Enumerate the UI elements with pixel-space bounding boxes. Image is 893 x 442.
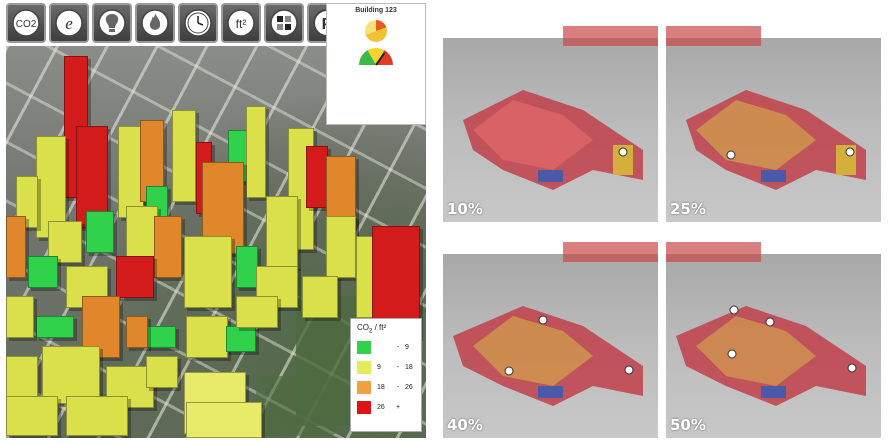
simulation-city-render — [666, 242, 866, 406]
building[interactable] — [246, 106, 266, 198]
energy-e-icon: e — [55, 9, 83, 37]
building[interactable] — [226, 326, 256, 352]
co2-legend: CO2 / ft² - 9 9 - 18 18 - 26 26 + — [350, 318, 422, 432]
simulation-label: 25% — [670, 200, 706, 218]
clock-button[interactable] — [178, 3, 218, 43]
building-info-panel: Building 123 — [326, 3, 426, 125]
simulation-panel-25[interactable]: 25% — [666, 20, 881, 222]
building[interactable] — [236, 296, 278, 328]
building[interactable] — [326, 216, 356, 278]
building[interactable] — [186, 402, 262, 438]
legend-row: 26 + — [357, 401, 415, 415]
svg-text:e: e — [65, 14, 73, 33]
lightbulb-icon — [98, 9, 126, 37]
energy-e-button[interactable]: e — [49, 3, 89, 43]
legend-swatch — [357, 341, 371, 355]
building[interactable] — [126, 206, 158, 258]
park-area — [256, 376, 336, 436]
building[interactable] — [6, 296, 34, 338]
tool-bar: CO2 e ft² — [6, 3, 347, 43]
building[interactable] — [116, 256, 154, 298]
legend-swatch — [357, 381, 371, 395]
building[interactable] — [86, 211, 114, 253]
simulation-label: 40% — [447, 416, 483, 434]
simulation-panel-10[interactable]: 10% — [443, 20, 658, 222]
co2-button[interactable]: CO2 — [6, 3, 46, 43]
building[interactable] — [186, 316, 228, 358]
performance-gauge — [359, 48, 393, 66]
simulation-city-render — [463, 26, 658, 190]
co2-icon: CO2 — [12, 9, 40, 37]
legend-row: 9 - 18 — [357, 361, 415, 375]
gauge-needle — [375, 52, 386, 66]
building[interactable] — [146, 356, 178, 388]
square-feet-button[interactable]: ft² — [221, 3, 261, 43]
legend-row: - 9 — [357, 341, 415, 355]
building[interactable] — [302, 276, 338, 318]
building[interactable] — [6, 356, 38, 398]
energy-pie-chart — [365, 20, 387, 42]
square-feet-icon: ft² — [227, 9, 255, 37]
building[interactable] — [306, 146, 328, 208]
simulation-city-render — [666, 26, 866, 190]
simulation-panel-40[interactable]: 40% — [443, 236, 658, 438]
building[interactable] — [154, 216, 182, 278]
flame-button[interactable] — [135, 3, 175, 43]
legend-swatch — [357, 401, 371, 415]
building[interactable] — [36, 316, 74, 338]
building[interactable] — [172, 110, 196, 202]
grid-button[interactable] — [264, 3, 304, 43]
simulation-panel-50[interactable]: 50% — [666, 236, 881, 438]
building[interactable] — [126, 316, 148, 348]
building[interactable] — [6, 396, 58, 436]
building-title: Building 123 — [355, 7, 397, 14]
svg-text:ft²: ft² — [236, 17, 247, 31]
grid-icon — [270, 9, 298, 37]
legend-swatch — [357, 361, 371, 375]
clock-icon — [184, 9, 212, 37]
simulation-label: 10% — [447, 200, 483, 218]
building[interactable] — [66, 396, 128, 436]
building[interactable] — [236, 246, 258, 288]
simulation-label: 50% — [670, 416, 706, 434]
svg-text:CO2: CO2 — [16, 19, 37, 30]
legend-row: 18 - 26 — [357, 381, 415, 395]
legend-title: CO2 / ft² — [357, 323, 387, 335]
building[interactable] — [266, 196, 298, 268]
building[interactable] — [6, 216, 26, 278]
building[interactable] — [146, 326, 176, 348]
flame-icon — [141, 9, 169, 37]
building[interactable] — [28, 256, 58, 288]
lightbulb-button[interactable] — [92, 3, 132, 43]
building[interactable] — [16, 176, 38, 228]
building[interactable] — [184, 236, 232, 308]
simulation-city-render — [453, 242, 658, 406]
